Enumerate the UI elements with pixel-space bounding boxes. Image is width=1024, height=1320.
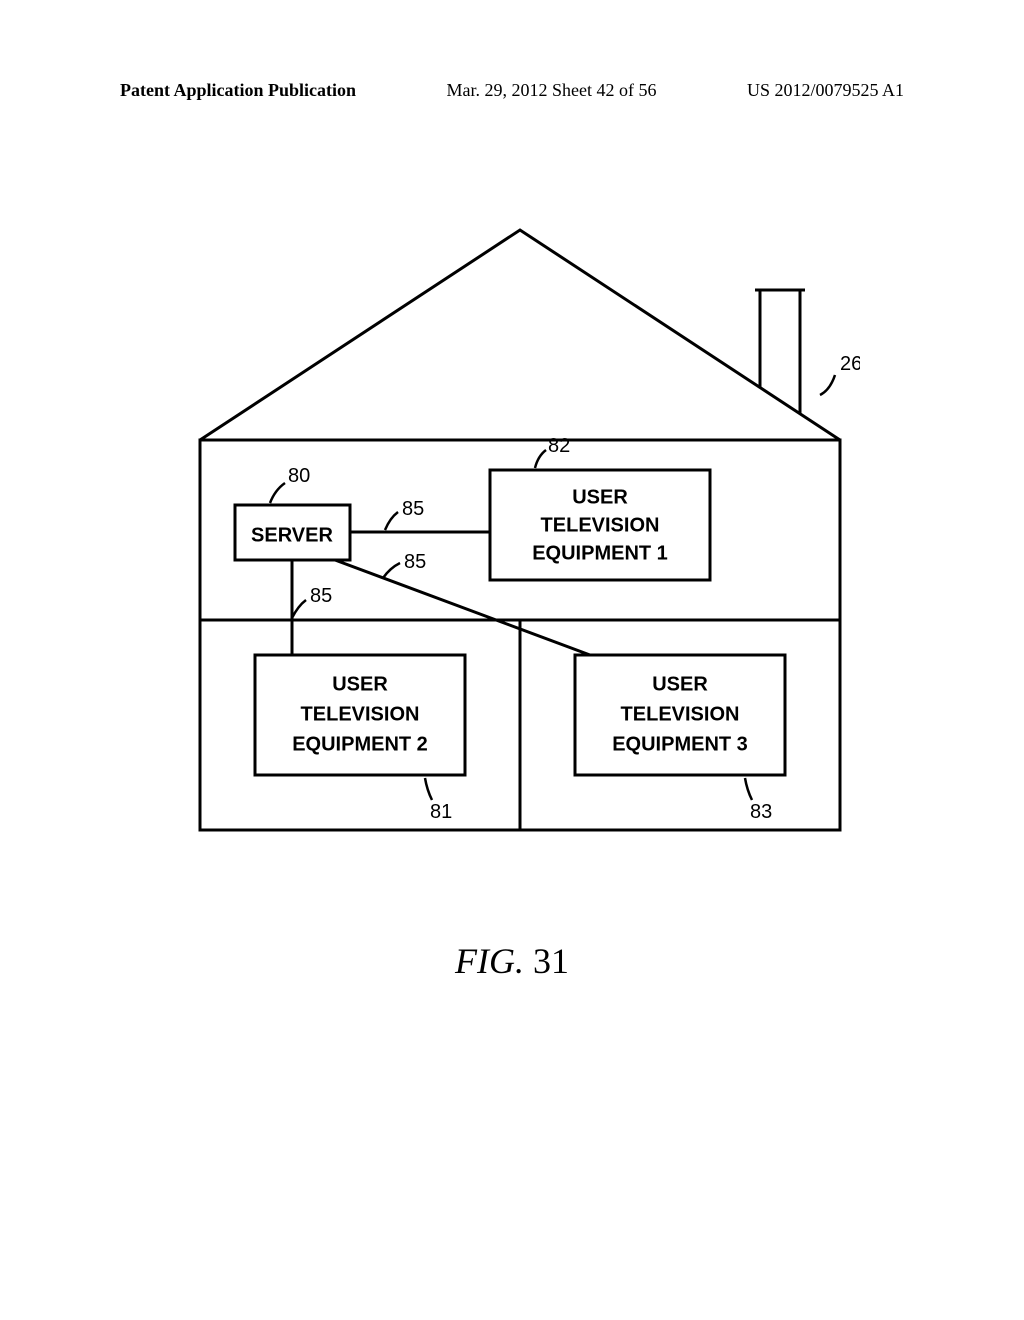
figure-diagram: 265 SERVER 80 USER TELEVISION EQUIPMENT …	[180, 220, 860, 880]
ute1-leader	[535, 450, 546, 468]
figure-caption-prefix: FIG.	[455, 941, 533, 981]
figure-caption: FIG. 31	[0, 940, 1024, 982]
conn-b-leader	[383, 563, 400, 578]
conn-a-leader	[385, 512, 398, 530]
roof-line	[200, 230, 840, 440]
figure-svg: 265 SERVER 80 USER TELEVISION EQUIPMENT …	[180, 220, 860, 880]
ute3-line3: EQUIPMENT 3	[612, 733, 748, 755]
ute3-line1: USER	[652, 673, 708, 695]
conn-c-leader	[292, 600, 306, 618]
header-docnum: US 2012/0079525 A1	[747, 80, 904, 101]
ute3-leader	[745, 778, 752, 800]
ute2-line3: EQUIPMENT 2	[292, 733, 428, 755]
page-header: Patent Application Publication Mar. 29, …	[0, 80, 1024, 101]
conn-b-ref-num: 85	[404, 551, 426, 573]
conn-c-ref-num: 85	[310, 585, 332, 607]
header-sheet: Mar. 29, 2012 Sheet 42 of 56	[447, 80, 657, 101]
ute1-line1: USER	[572, 486, 628, 508]
ute1-line3: EQUIPMENT 1	[532, 542, 668, 564]
header-publication: Patent Application Publication	[120, 80, 356, 101]
server-ref-num: 80	[288, 465, 310, 487]
house-leader	[820, 375, 835, 395]
figure-caption-num: 31	[533, 941, 569, 981]
ute1-line2: TELEVISION	[541, 514, 660, 536]
ute2-line1: USER	[332, 673, 388, 695]
ute2-line2: TELEVISION	[301, 703, 420, 725]
server-leader	[270, 483, 285, 503]
ute2-leader	[425, 778, 432, 800]
ute2-ref-num: 81	[430, 801, 452, 823]
house-ref-num: 265	[840, 353, 860, 375]
conn-a-ref-num: 85	[402, 498, 424, 520]
ute1-ref-num: 82	[548, 435, 570, 457]
ute3-ref-num: 83	[750, 801, 772, 823]
server-text: SERVER	[251, 524, 333, 546]
ute3-line2: TELEVISION	[621, 703, 740, 725]
